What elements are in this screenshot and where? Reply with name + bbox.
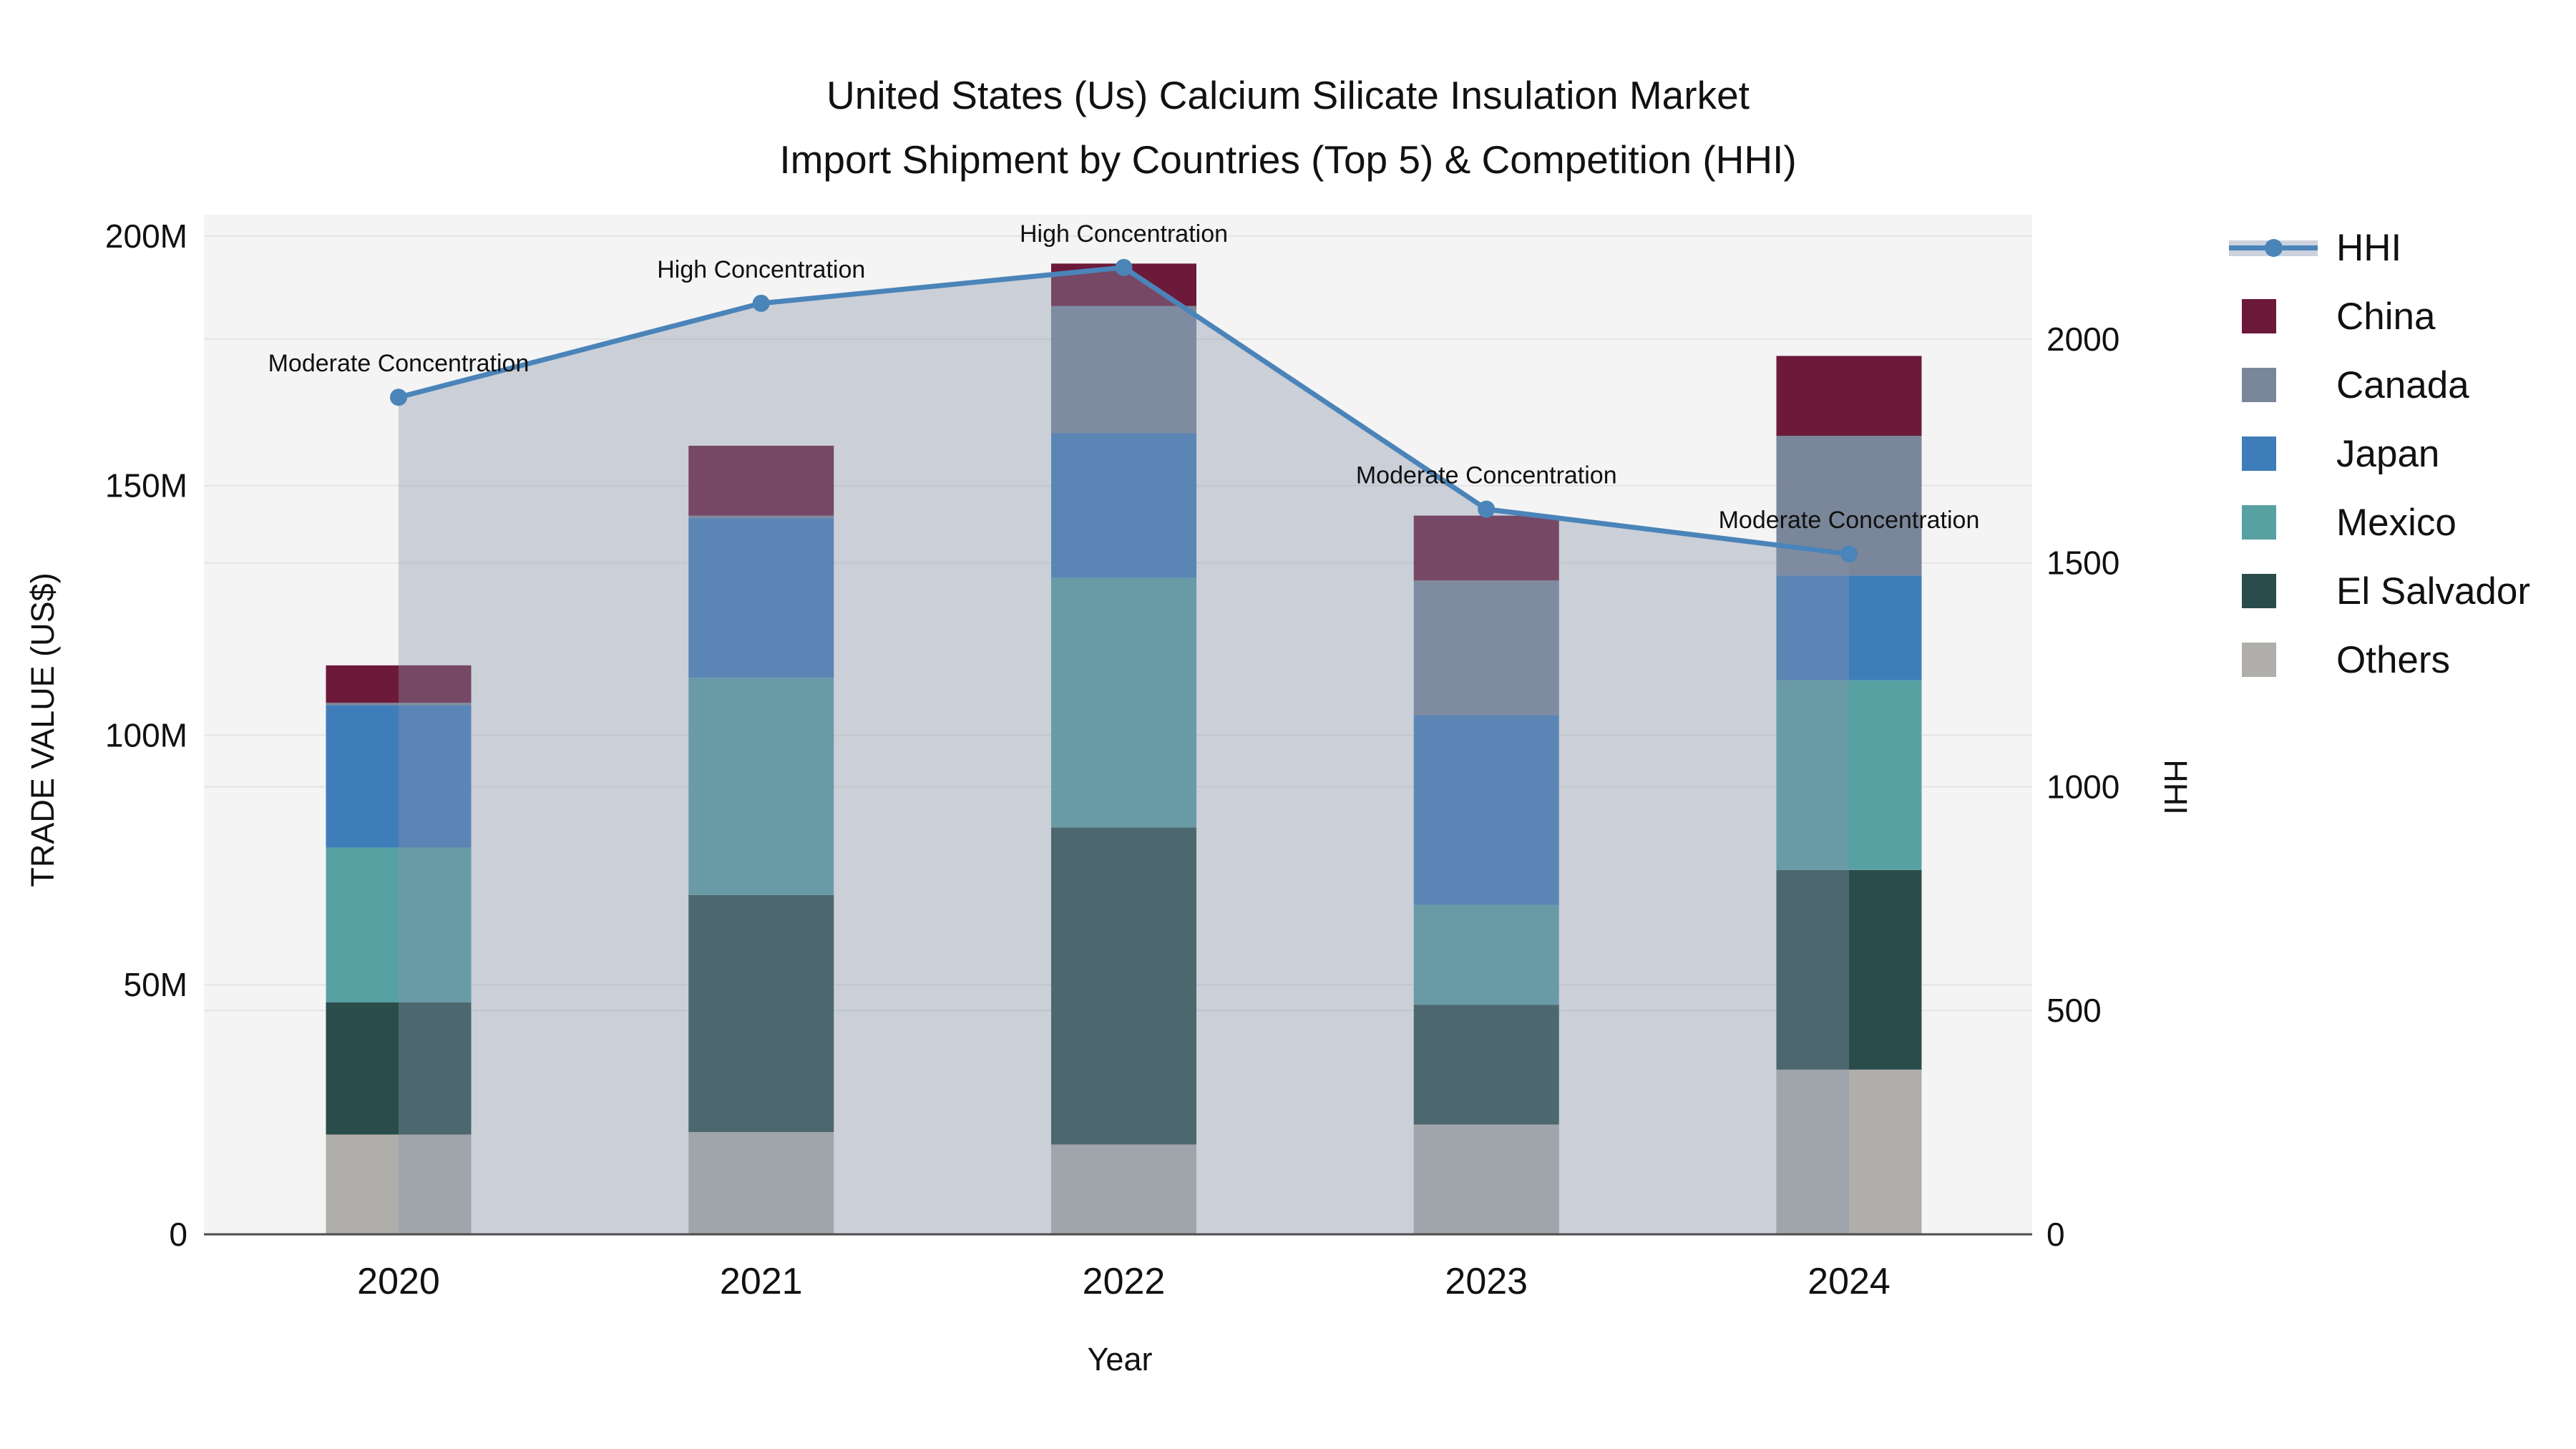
annotation-label-2021: High Concentration: [657, 256, 865, 283]
x-axis-tick-2024: 2024: [1807, 1261, 1890, 1302]
bar-segment-canada-2022: [1051, 306, 1196, 434]
hhi-point-2024: [1840, 545, 1858, 563]
legend-item-mexico: Mexico: [2229, 488, 2530, 557]
bar-segment-others-2022: [1051, 1144, 1196, 1234]
legend-label: Japan: [2336, 432, 2440, 475]
right-axis-tick-1000: 1000: [2046, 768, 2119, 805]
hhi-dot-swatch: [2265, 239, 2283, 257]
bar-segment-others-2020: [326, 1134, 472, 1234]
legend-item-el-salvador: El Salvador: [2229, 557, 2530, 625]
legend-label: Mexico: [2336, 501, 2457, 544]
bar-segment-others-2023: [1413, 1124, 1559, 1234]
bar-segment-canada-2023: [1413, 580, 1559, 716]
bar-segment-mexico-2023: [1413, 904, 1559, 1005]
bar-segment-japan-2020: [326, 705, 472, 848]
bar-segment-el-salvador-2021: [688, 894, 834, 1133]
left-axis-tick-50M: 50M: [124, 966, 187, 1003]
x-axis-tick-2020: 2020: [357, 1261, 440, 1302]
bar-segment-others-2021: [688, 1132, 834, 1234]
legend-item-canada: Canada: [2229, 351, 2530, 419]
legend-swatch-canada: [2242, 368, 2276, 402]
left-axis-tick-150M: 150M: [105, 467, 187, 504]
bar-segment-el-salvador-2020: [326, 1002, 472, 1135]
legend-item-china: China: [2229, 282, 2530, 351]
bar-segment-canada-2020: [326, 703, 472, 706]
bar-segment-el-salvador-2022: [1051, 827, 1196, 1145]
hhi-line-marker-icon: [2229, 230, 2318, 265]
legend-label: Canada: [2336, 364, 2469, 406]
legend-swatch-mexico: [2242, 505, 2276, 540]
legend-item-others: Others: [2229, 625, 2530, 694]
legend-marker-cell: [2229, 505, 2336, 540]
legend-swatch-japan: [2242, 436, 2276, 471]
legend-swatch-china: [2242, 299, 2276, 333]
legend-marker-cell: [2229, 230, 2336, 265]
x-axis-title: Year: [1087, 1341, 1153, 1377]
legend-marker-cell: [2229, 436, 2336, 471]
bar-segment-china-2023: [1413, 515, 1559, 581]
annotation-label-2024: Moderate Concentration: [1719, 507, 1980, 534]
x-axis-tick-2021: 2021: [720, 1261, 803, 1302]
bar-segment-mexico-2022: [1051, 577, 1196, 828]
hhi-point-2023: [1478, 500, 1496, 518]
bar-segment-japan-2024: [1776, 575, 1922, 680]
bar-segment-japan-2022: [1051, 433, 1196, 578]
bar-segment-el-salvador-2023: [1413, 1005, 1559, 1125]
bar-segment-china-2020: [326, 665, 472, 703]
hhi-point-2022: [1115, 258, 1133, 276]
chart-title-line2: Import Shipment by Countries (Top 5) & C…: [779, 137, 1797, 182]
bar-segment-others-2024: [1776, 1069, 1922, 1234]
legend-marker-cell: [2229, 368, 2336, 402]
x-axis-tick-2023: 2023: [1445, 1261, 1528, 1302]
chart-title: United States (Us) Calcium Silicate Insu…: [0, 63, 2576, 192]
legend: HHI China Canada Japan Mexico El Salvador Othe…: [2229, 213, 2530, 694]
right-axis-tick-0: 0: [2046, 1216, 2065, 1253]
right-axis-tick-1500: 1500: [2046, 545, 2119, 582]
hhi-point-2021: [752, 294, 770, 312]
bar-segment-mexico-2024: [1776, 680, 1922, 870]
bar-segment-canada-2021: [688, 515, 834, 519]
legend-marker-cell: [2229, 574, 2336, 608]
legend-swatch-el-salvador: [2242, 574, 2276, 608]
bar-segment-japan-2023: [1413, 715, 1559, 905]
legend-item-hhi: HHI: [2229, 213, 2530, 282]
legend-marker-cell: [2229, 643, 2336, 677]
legend-label: El Salvador: [2336, 570, 2531, 613]
bar-segment-mexico-2020: [326, 847, 472, 1002]
left-axis-title: TRADE VALUE (US$): [24, 572, 61, 887]
bar-segment-china-2024: [1776, 356, 1922, 436]
left-axis-tick-200M: 200M: [105, 218, 187, 255]
legend-swatch-others: [2242, 643, 2276, 677]
bar-segment-mexico-2021: [688, 678, 834, 895]
legend-label: Others: [2336, 638, 2451, 681]
legend-item-japan: Japan: [2229, 419, 2530, 488]
legend-label: HHI: [2336, 226, 2402, 269]
right-axis-title: HHI: [2157, 759, 2194, 815]
right-axis-tick-500: 500: [2046, 992, 2102, 1029]
left-axis-tick-100M: 100M: [105, 716, 187, 753]
annotation-label-2022: High Concentration: [1020, 220, 1228, 248]
legend-marker-cell: [2229, 299, 2336, 333]
x-axis-tick-2022: 2022: [1083, 1261, 1166, 1302]
right-axis-tick-2000: 2000: [2046, 321, 2119, 358]
bar-segment-china-2021: [688, 445, 834, 516]
bar-segment-japan-2021: [688, 518, 834, 678]
annotation-label-2023: Moderate Concentration: [1356, 462, 1617, 489]
chart-title-line1: United States (Us) Calcium Silicate Insu…: [826, 73, 1750, 117]
left-axis-tick-0: 0: [169, 1216, 187, 1253]
annotation-label-2020: Moderate Concentration: [268, 350, 530, 377]
hhi-point-2020: [390, 389, 407, 406]
legend-label: China: [2336, 295, 2436, 338]
bar-segment-el-salvador-2024: [1776, 869, 1922, 1070]
